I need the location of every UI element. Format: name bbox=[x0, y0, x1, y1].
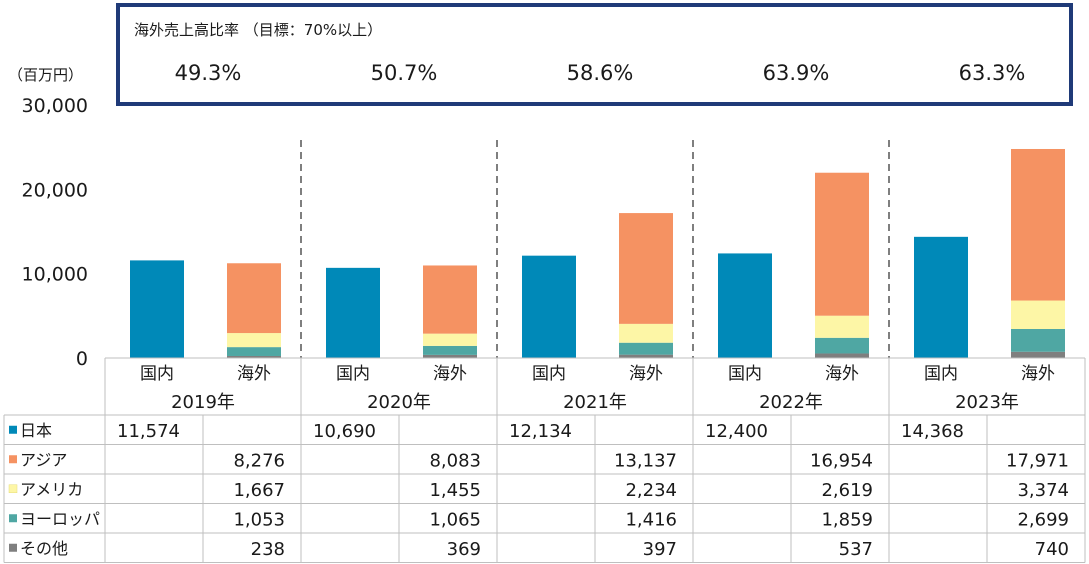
table-cell-value: 2,234 bbox=[625, 480, 677, 501]
bar-domestic bbox=[718, 253, 772, 358]
bar-domestic bbox=[522, 255, 576, 358]
bar-overseas-segment bbox=[423, 265, 477, 334]
ratio-value: 63.9% bbox=[763, 61, 830, 85]
table-cell-value: 13,137 bbox=[614, 450, 677, 471]
x-category-label: 国内 bbox=[532, 364, 566, 384]
bar-overseas-segment bbox=[1011, 328, 1065, 352]
x-year-label: 2020年 bbox=[367, 392, 431, 413]
bar-overseas-segment bbox=[227, 263, 281, 334]
bar-overseas-segment bbox=[227, 347, 281, 356]
table-cell-value: 397 bbox=[643, 539, 677, 560]
x-category-label: 海外 bbox=[237, 364, 271, 384]
ratio-box bbox=[116, 3, 1073, 106]
table-cell-value: 14,368 bbox=[901, 421, 964, 442]
bar-overseas-segment bbox=[227, 355, 281, 358]
bar-overseas-segment bbox=[227, 333, 281, 348]
table-cell-value: 238 bbox=[251, 539, 285, 560]
table-cell-value: 369 bbox=[447, 539, 481, 560]
legend-label: アジア bbox=[20, 450, 67, 469]
table-cell-value: 8,276 bbox=[233, 450, 285, 471]
x-category-label: 海外 bbox=[1021, 364, 1055, 384]
table-cell-value: 1,065 bbox=[429, 509, 481, 530]
ratio-box-title: 海外売上高比率 （目標：70%以上） bbox=[134, 21, 382, 39]
legend-label: 日本 bbox=[20, 421, 52, 440]
ratio-value: 63.3% bbox=[959, 61, 1026, 85]
legend-swatch bbox=[9, 425, 17, 434]
table-cell-value: 1,416 bbox=[625, 509, 677, 530]
x-category-label: 国内 bbox=[336, 364, 370, 384]
bar-domestic bbox=[130, 260, 184, 358]
bar-overseas-segment bbox=[423, 345, 477, 355]
y-tick-label: 30,000 bbox=[22, 95, 88, 117]
x-category-label: 海外 bbox=[433, 364, 467, 384]
x-category-label: 国内 bbox=[728, 364, 762, 384]
table-cell-value: 16,954 bbox=[810, 450, 873, 471]
bar-overseas-segment bbox=[1011, 300, 1065, 329]
bar-overseas-segment bbox=[619, 213, 673, 324]
x-year-label: 2023年 bbox=[955, 392, 1019, 413]
table-cell-value: 10,690 bbox=[313, 421, 376, 442]
table-cell-value: 2,699 bbox=[1017, 509, 1069, 530]
bar-overseas-segment bbox=[619, 323, 673, 343]
legend-swatch bbox=[9, 514, 17, 523]
x-category-label: 海外 bbox=[629, 364, 663, 384]
table-cell-value: 1,455 bbox=[429, 480, 481, 501]
bar-domestic bbox=[914, 236, 968, 358]
y-tick-label: 0 bbox=[76, 348, 88, 370]
bar-overseas-segment bbox=[815, 172, 869, 316]
legend-swatch bbox=[9, 455, 17, 464]
table-cell-value: 2,619 bbox=[821, 480, 873, 501]
table-cell-value: 1,053 bbox=[233, 509, 285, 530]
x-category-label: 国内 bbox=[140, 364, 174, 384]
table-cell-value: 17,971 bbox=[1006, 450, 1069, 471]
y-tick-label: 20,000 bbox=[22, 179, 88, 201]
table-cell-value: 1,859 bbox=[821, 509, 873, 530]
ratio-value: 58.6% bbox=[567, 61, 634, 85]
bar-overseas-segment bbox=[1011, 351, 1065, 358]
x-category-label: 国内 bbox=[924, 364, 958, 384]
bar-overseas-segment bbox=[815, 315, 869, 338]
bar-domestic bbox=[326, 267, 380, 358]
table-cell-value: 1,667 bbox=[233, 480, 285, 501]
bar-overseas-segment bbox=[423, 333, 477, 346]
bar-overseas-segment bbox=[815, 353, 869, 358]
ratio-value: 49.3% bbox=[175, 61, 242, 85]
ratio-value: 50.7% bbox=[371, 61, 438, 85]
bar-overseas-segment bbox=[423, 354, 477, 358]
legend-label: ヨーロッパ bbox=[20, 509, 100, 528]
x-category-label: 海外 bbox=[825, 364, 859, 384]
table-cell-value: 3,374 bbox=[1017, 480, 1069, 501]
y-tick-label: 10,000 bbox=[22, 264, 88, 286]
table-cell-value: 537 bbox=[839, 539, 873, 560]
x-year-label: 2021年 bbox=[563, 392, 627, 413]
table-cell-value: 740 bbox=[1035, 539, 1069, 560]
bar-overseas-segment bbox=[1011, 148, 1065, 301]
legend-label: その他 bbox=[20, 539, 68, 558]
legend-swatch bbox=[9, 543, 17, 552]
x-year-label: 2022年 bbox=[759, 392, 823, 413]
legend-swatch bbox=[8, 484, 18, 493]
table-cell-value: 11,574 bbox=[117, 421, 180, 442]
bar-overseas-segment bbox=[619, 342, 673, 355]
table-cell-value: 12,400 bbox=[705, 421, 768, 442]
bar-overseas-segment bbox=[619, 354, 673, 358]
y-axis-unit: （百万円） bbox=[8, 66, 83, 84]
x-year-label: 2019年 bbox=[171, 392, 235, 413]
table-cell-value: 12,134 bbox=[509, 421, 572, 442]
bar-overseas-segment bbox=[815, 337, 869, 354]
table-cell-value: 8,083 bbox=[429, 450, 481, 471]
legend-label: アメリカ bbox=[20, 480, 83, 499]
